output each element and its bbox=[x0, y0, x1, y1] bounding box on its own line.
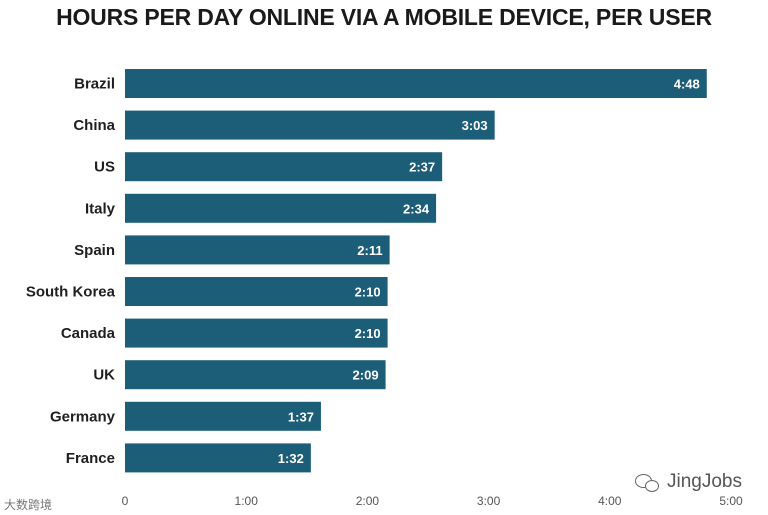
category-label: Canada bbox=[61, 325, 116, 342]
data-label: 3:03 bbox=[462, 118, 488, 133]
category-label: France bbox=[66, 450, 115, 467]
category-label: US bbox=[94, 159, 115, 176]
category-label: South Korea bbox=[26, 284, 116, 301]
data-label: 2:10 bbox=[355, 326, 381, 341]
data-label: 1:32 bbox=[278, 451, 304, 466]
bar-france bbox=[125, 443, 311, 473]
data-label: 1:37 bbox=[288, 409, 314, 424]
x-tick-label: 4:00 bbox=[598, 494, 622, 508]
wechat-icon bbox=[635, 472, 661, 492]
category-label: Spain bbox=[74, 242, 115, 259]
watermark-left: 大数跨境 bbox=[4, 496, 52, 513]
data-label: 2:11 bbox=[357, 243, 382, 258]
category-label: UK bbox=[93, 367, 115, 384]
bar-uk bbox=[125, 360, 386, 390]
bar-spain bbox=[125, 235, 390, 265]
category-label: Brazil bbox=[74, 76, 115, 93]
bar-south-korea bbox=[125, 277, 388, 306]
x-tick-label: 1:00 bbox=[235, 494, 259, 508]
bar-brazil bbox=[125, 69, 707, 98]
bar-canada bbox=[125, 318, 388, 348]
data-label: 2:37 bbox=[409, 160, 435, 175]
x-tick-label: 2:00 bbox=[356, 494, 380, 508]
watermark-right-text: JingJobs bbox=[667, 471, 742, 492]
watermark-left-text: 大数跨境 bbox=[4, 498, 53, 512]
category-label: China bbox=[73, 117, 115, 134]
x-tick-label: 3:00 bbox=[477, 494, 501, 508]
data-label: 2:34 bbox=[403, 201, 430, 216]
category-label: Germany bbox=[50, 408, 116, 425]
x-tick-label: 0 bbox=[122, 494, 129, 508]
category-label: Italy bbox=[85, 200, 116, 217]
bar-china bbox=[125, 110, 495, 140]
x-tick-label: 5:00 bbox=[719, 494, 743, 508]
data-label: 4:48 bbox=[674, 77, 700, 92]
data-label: 2:10 bbox=[355, 285, 381, 300]
bar-us bbox=[125, 152, 443, 182]
data-label: 2:09 bbox=[353, 368, 379, 383]
bar-italy bbox=[125, 193, 437, 223]
bar-germany bbox=[125, 401, 321, 431]
chart-title: HOURS PER DAY ONLINE VIA A MOBILE DEVICE… bbox=[56, 4, 712, 30]
watermark-right: JingJobs bbox=[635, 471, 742, 493]
